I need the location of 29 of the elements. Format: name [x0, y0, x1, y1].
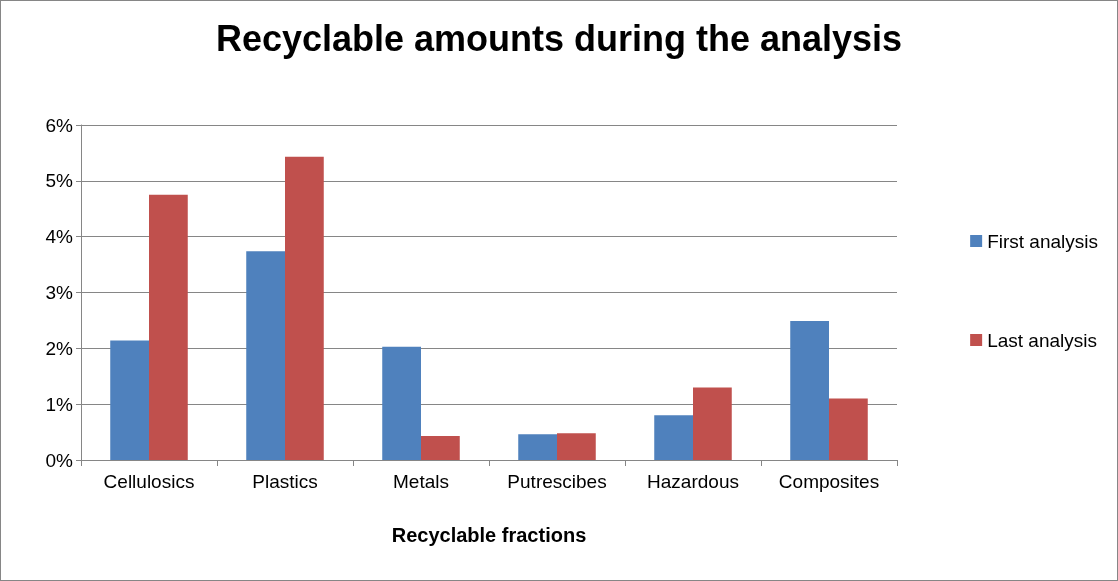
x-tick-label: Composites — [778, 471, 880, 492]
bar — [149, 194, 188, 460]
x-tick-label: Putrescibes — [507, 471, 607, 492]
legend-label: First analysis — [987, 230, 1098, 252]
bar — [654, 415, 693, 460]
y-tick-label: 2% — [45, 337, 74, 359]
x-tick-label: Metals — [393, 471, 449, 492]
bar — [790, 320, 829, 460]
bar — [285, 156, 324, 460]
bar — [246, 251, 285, 460]
x-tick-label: Hazardous — [647, 471, 739, 492]
bar — [382, 346, 421, 460]
chart-title: Recyclable amounts during the analysis — [215, 17, 903, 59]
y-tick-label: 0% — [45, 449, 74, 471]
bar — [518, 434, 557, 460]
bar — [557, 433, 596, 460]
y-tick-label: 1% — [45, 393, 74, 415]
bar — [421, 435, 460, 460]
legend-label: Last analysis — [987, 329, 1097, 351]
x-axis-title: Recyclable fractions — [391, 524, 587, 546]
y-tick-label: 4% — [45, 226, 74, 248]
bar — [110, 340, 149, 460]
x-tick-label: Plastics — [252, 471, 318, 492]
bar — [829, 398, 868, 460]
y-tick-label: 5% — [45, 170, 74, 192]
bar — [693, 387, 732, 460]
y-tick-label: 6% — [45, 114, 74, 136]
y-tick-label: 3% — [45, 282, 74, 303]
x-tick-label: Cellulosics — [103, 471, 195, 492]
